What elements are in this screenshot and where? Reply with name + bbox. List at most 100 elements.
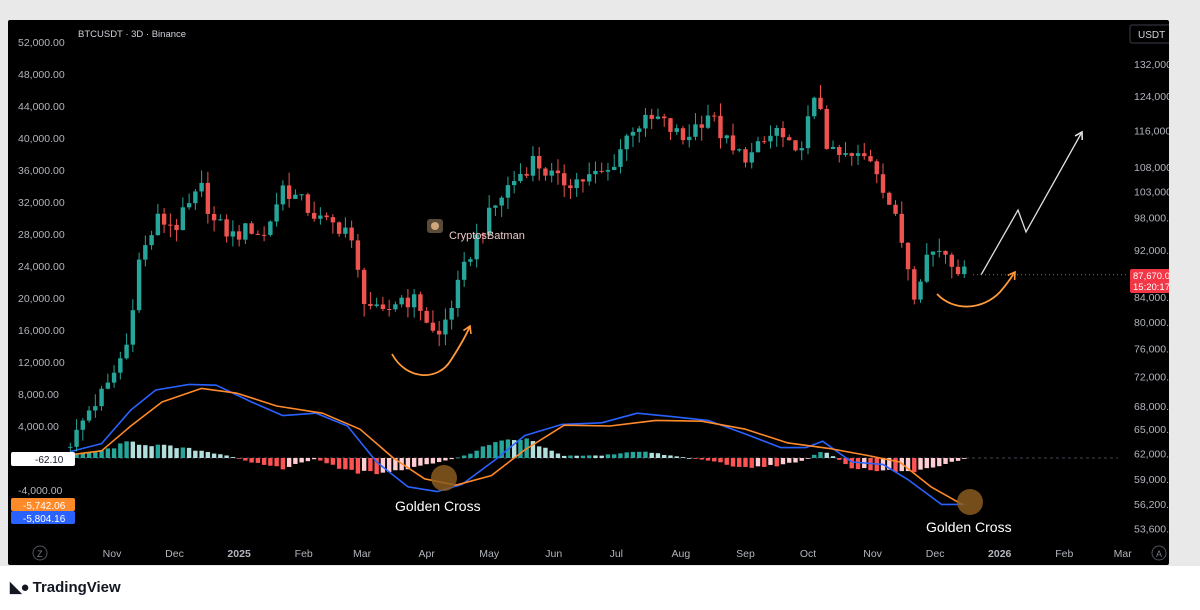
macd-histogram-bar — [299, 458, 304, 463]
macd-histogram-bar — [949, 458, 954, 462]
candle-body — [86, 410, 92, 421]
macd-histogram-bar — [493, 442, 498, 458]
right-axis-tick: 59,000.00 — [1134, 474, 1169, 486]
macd-histogram-bar — [724, 458, 729, 465]
candle-body — [361, 269, 367, 304]
macd-histogram-bar — [461, 455, 467, 458]
candle-body — [937, 250, 942, 252]
arrow-head — [1007, 270, 1016, 281]
right-axis-tick: 65,000.00 — [1134, 424, 1169, 436]
candle-body — [674, 128, 679, 132]
chart-canvas[interactable]: 52,000.00 48,000.00 44,000.00 40,000.00 36,0… — [8, 20, 1169, 565]
x-axis-tick: 2025 — [227, 548, 251, 560]
arrow-head — [1074, 130, 1084, 141]
candle-body — [218, 219, 223, 221]
candle-body — [793, 140, 798, 151]
macd-hist-badge: -62.10 — [11, 452, 75, 466]
candle-body — [574, 179, 579, 189]
macd-histogram-bar — [161, 444, 167, 458]
macd-histogram-bar — [474, 450, 479, 458]
candle-body — [286, 185, 292, 199]
candle-body — [862, 153, 867, 157]
candle-body — [368, 303, 373, 306]
candle-body — [205, 182, 211, 214]
candle-body — [324, 215, 329, 218]
macd-histogram-bar — [774, 458, 779, 467]
candle-body — [787, 137, 792, 141]
candle-body — [743, 149, 748, 163]
macd-histogram-bar — [543, 447, 548, 458]
macd-histogram-bar — [699, 458, 704, 460]
candle-body — [449, 307, 454, 320]
macd-histogram-bar — [905, 458, 911, 472]
candle-body — [293, 194, 298, 199]
candle-body — [480, 234, 486, 236]
candle-body — [411, 294, 417, 308]
candle-body — [111, 372, 117, 383]
candle-body — [168, 224, 173, 226]
zoom-reset-icon[interactable]: Z — [32, 545, 48, 561]
macd-histogram-bar — [249, 458, 254, 463]
macd-histogram-bar — [549, 450, 554, 458]
candle-body — [586, 174, 592, 182]
candle-body — [649, 114, 654, 119]
x-axis-tick: Nov — [863, 548, 882, 560]
candle-body — [318, 215, 323, 219]
macd-histogram-bar — [118, 443, 123, 458]
right-axis-tick: 68,000.00 — [1134, 401, 1169, 413]
macd-histogram-bar — [293, 458, 298, 464]
macd-histogram-bar — [499, 440, 504, 458]
candle-body — [511, 181, 517, 186]
candle-body — [80, 420, 86, 430]
macd-histogram-bar — [912, 458, 917, 473]
macd-histogram-bar — [618, 453, 623, 458]
candle-body — [712, 115, 717, 117]
candle-body — [768, 135, 773, 142]
candle-body — [780, 127, 786, 138]
macd-histogram-bar — [630, 451, 636, 458]
candle-body — [949, 254, 954, 267]
macd-histogram-bar — [693, 458, 698, 459]
macd-histogram-bar — [737, 458, 742, 467]
candle-body — [236, 231, 242, 240]
macd-line — [70, 383, 965, 506]
macd-histogram-bar — [930, 458, 936, 468]
candle-body — [224, 219, 229, 237]
candle-body — [193, 191, 198, 204]
candle-body — [818, 97, 823, 109]
left-axis-tick: 8,000.00 — [18, 389, 59, 401]
x-axis-tick: Sep — [736, 548, 755, 560]
tradingview-logo[interactable]: ◣● TradingView — [10, 578, 121, 596]
candle-body — [687, 136, 692, 141]
auto-scale-icon[interactable]: A — [1151, 545, 1167, 561]
macd-histogram-bar — [555, 453, 561, 458]
macd-badge: -5,804.16 — [11, 511, 75, 525]
candle-body — [912, 269, 917, 300]
x-axis-tick: Oct — [800, 548, 816, 560]
macd-histogram-bar — [424, 458, 429, 465]
macd-histogram-bar — [93, 451, 98, 458]
curved-arrow-2 — [936, 271, 1016, 308]
svg-text:A: A — [1156, 549, 1162, 559]
candle-body — [874, 161, 879, 175]
candle-body — [343, 227, 348, 234]
macd-histogram-bar — [218, 454, 223, 458]
macd-histogram-bar — [962, 458, 967, 459]
macd-histogram-bar — [637, 451, 642, 458]
arrow-head — [462, 324, 472, 335]
left-axis-tick: 12,000.00 — [18, 357, 65, 369]
candle-body — [762, 141, 767, 143]
right-axis-tick: 108,000.00 — [1134, 162, 1169, 174]
macd-histogram-bar — [155, 444, 161, 458]
candle-body — [499, 197, 504, 206]
currency-button[interactable]: USDT — [1129, 24, 1169, 44]
candle-body — [718, 115, 723, 139]
chart-panel[interactable]: 52,000.00 48,000.00 44,000.00 40,000.00 36,0… — [8, 20, 1169, 565]
right-axis-tick: 103,000.00 — [1134, 187, 1169, 199]
macd-histogram-bar — [680, 457, 686, 458]
macd-histogram-bar — [730, 458, 736, 467]
macd-histogram-bar — [443, 458, 448, 461]
candle-body — [749, 152, 754, 163]
macd-histogram-bar — [224, 455, 229, 458]
candle-body — [924, 254, 929, 282]
